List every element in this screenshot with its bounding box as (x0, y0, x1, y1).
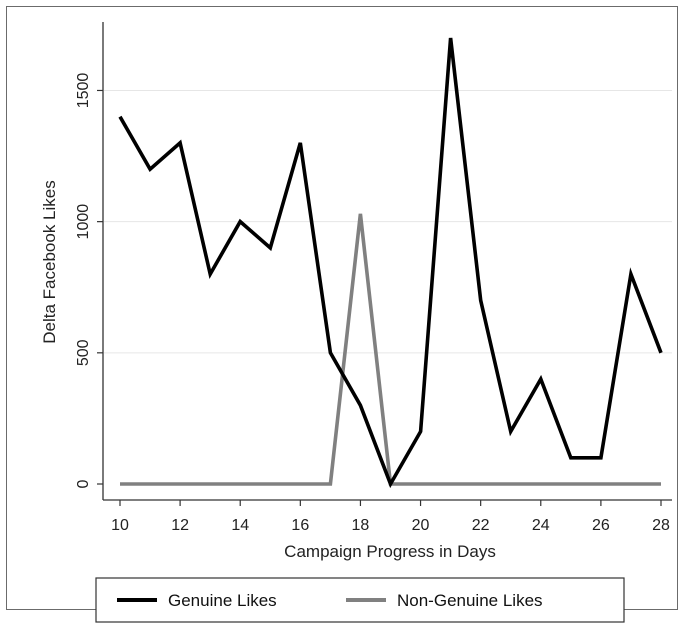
series-lines (118, 37, 663, 489)
x-tick-label: 16 (291, 517, 309, 534)
y-tick-label: 1000 (75, 204, 92, 240)
chart-frame (6, 6, 678, 610)
x-tick-label: 26 (592, 517, 610, 534)
x-tick-label: 18 (352, 517, 370, 534)
series-line-genuine-likes (118, 37, 663, 489)
x-tick-label: 28 (652, 517, 670, 534)
y-tick-label: 500 (75, 339, 92, 366)
legend-label-genuine-likes: Genuine Likes (168, 591, 277, 610)
legend: Genuine Likes Non-Genuine Likes (95, 577, 625, 623)
x-axis-title: Campaign Progress in Days (284, 542, 496, 561)
x-tick-label: 10 (111, 517, 129, 534)
y-axis-ticks: 0 500 1000 1500 (75, 73, 103, 488)
y-tick-label: 0 (75, 479, 92, 488)
x-tick-label: 24 (532, 517, 550, 534)
y-axis-title: Delta Facebook Likes (40, 180, 59, 343)
grid-lines (104, 89, 672, 354)
x-axis-ticks: 10 12 14 16 18 20 22 24 26 28 (111, 500, 670, 534)
legend-label-non-genuine-likes: Non-Genuine Likes (397, 591, 543, 610)
series-line-non-genuine-likes (120, 213, 661, 486)
x-tick-label: 20 (412, 517, 430, 534)
x-tick-label: 22 (472, 517, 490, 534)
x-tick-label: 12 (171, 517, 189, 534)
y-tick-label: 1500 (75, 73, 92, 109)
x-tick-label: 14 (231, 517, 249, 534)
